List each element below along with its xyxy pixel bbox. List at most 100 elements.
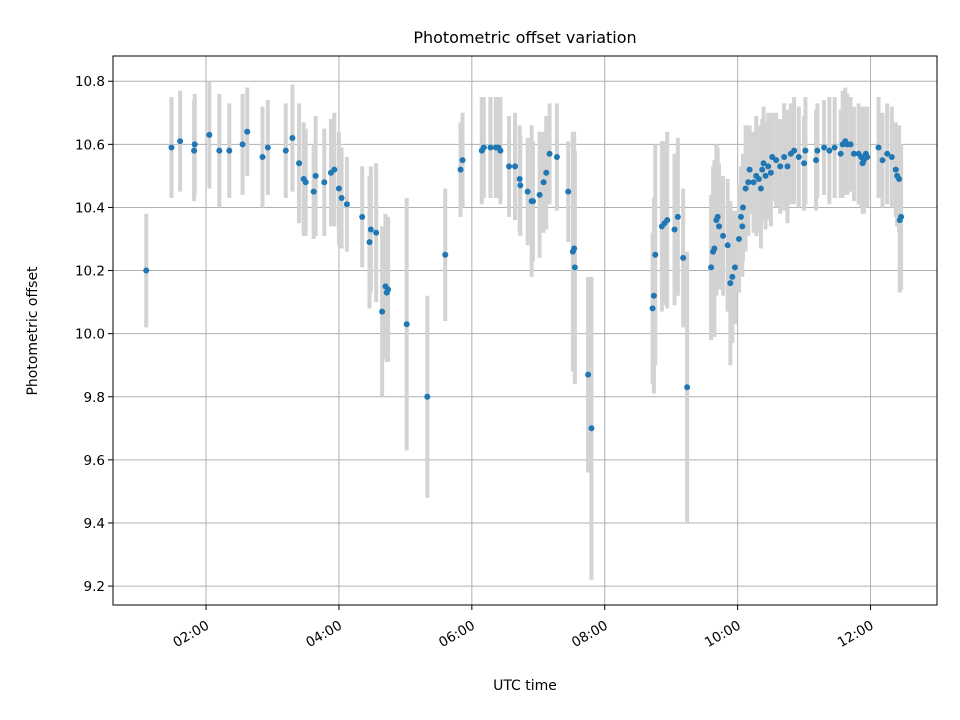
data-point (650, 292, 657, 299)
data-point (310, 188, 317, 195)
data-point (777, 163, 784, 170)
data-point (888, 153, 895, 160)
y-tick-label: 9.4 (84, 516, 105, 532)
data-point (879, 157, 886, 164)
data-point (331, 166, 338, 173)
x-tick-label: 02:00 (170, 618, 212, 651)
data-point (543, 169, 550, 176)
data-point (424, 393, 431, 400)
y-tick-label: 10.6 (75, 137, 105, 153)
data-point (517, 182, 524, 189)
y-tick-label: 10.4 (75, 200, 105, 216)
data-point (739, 204, 746, 211)
data-point (321, 179, 328, 186)
data-point (864, 153, 871, 160)
data-point (506, 163, 513, 170)
data-point (226, 147, 233, 154)
data-point (826, 147, 833, 154)
data-point (289, 135, 296, 142)
data-point (762, 172, 769, 179)
data-point (745, 179, 752, 186)
y-tick-label: 9.8 (84, 390, 105, 406)
gridlines (113, 56, 937, 605)
data-point (664, 217, 671, 224)
data-point (847, 141, 854, 148)
data-point (791, 147, 798, 154)
x-tick-label: 10:00 (702, 618, 744, 651)
plot-frame (112, 55, 938, 606)
x-tick-label: 12:00 (835, 618, 877, 651)
data-point (711, 245, 718, 252)
data-point (512, 163, 519, 170)
data-point (588, 425, 595, 432)
data-point (373, 229, 380, 236)
data-point (540, 179, 547, 186)
data-point (674, 213, 681, 220)
data-point (191, 141, 198, 148)
data-point (773, 157, 780, 164)
data-point (735, 236, 742, 242)
data-point (529, 198, 536, 205)
chart-title: Photometric offset variation (413, 28, 636, 47)
data-point (795, 153, 802, 160)
data-point (892, 166, 899, 173)
data-point (737, 213, 744, 220)
data-point (244, 128, 251, 135)
data-point (553, 153, 560, 160)
x-axis-label: UTC time (493, 678, 557, 694)
data-point (727, 280, 734, 287)
data-points (143, 128, 905, 432)
x-tick-label: 06:00 (436, 618, 478, 651)
data-point (216, 147, 223, 154)
data-point (239, 141, 246, 148)
y-axis-ticks: 9.2 9.4 9.6 9.8 10.0 10.2 10.4 10.6 10.8 (75, 74, 113, 595)
y-tick-label: 9.6 (84, 453, 105, 469)
data-point (896, 176, 903, 183)
data-point (536, 191, 543, 198)
data-point (335, 185, 342, 192)
data-point (708, 264, 715, 271)
data-point (884, 150, 891, 157)
data-point (343, 201, 350, 208)
data-point (750, 179, 757, 186)
data-point (143, 267, 150, 274)
data-point (379, 308, 386, 315)
data-point (831, 144, 838, 151)
data-point (264, 144, 271, 151)
data-point (302, 179, 309, 186)
data-point (571, 264, 578, 271)
data-point (312, 172, 319, 179)
data-point (760, 160, 767, 167)
data-point (457, 166, 464, 173)
data-point (731, 264, 738, 271)
data-point (177, 138, 184, 145)
y-tick-label: 10.2 (75, 264, 105, 280)
data-point (714, 213, 721, 220)
data-point (168, 144, 175, 151)
data-point (837, 150, 844, 157)
data-point (821, 144, 828, 151)
data-point (716, 223, 723, 230)
data-point (367, 226, 374, 233)
data-point (801, 160, 808, 167)
data-point (480, 144, 487, 151)
data-point (813, 157, 820, 164)
data-point (459, 157, 466, 164)
data-point (516, 176, 523, 183)
data-point (720, 232, 727, 239)
data-point (296, 160, 303, 167)
data-point (739, 223, 746, 230)
data-point (385, 286, 392, 293)
error-bars (144, 81, 904, 580)
data-point (680, 254, 687, 261)
data-point (742, 185, 749, 192)
data-point (767, 169, 774, 176)
data-point (724, 242, 731, 249)
data-point (259, 153, 266, 160)
x-tick-label: 04:00 (303, 618, 345, 651)
data-point (755, 176, 762, 183)
y-axis-label: Photometric offset (25, 266, 41, 396)
y-tick-label: 10.8 (75, 74, 105, 90)
data-point (497, 147, 504, 154)
